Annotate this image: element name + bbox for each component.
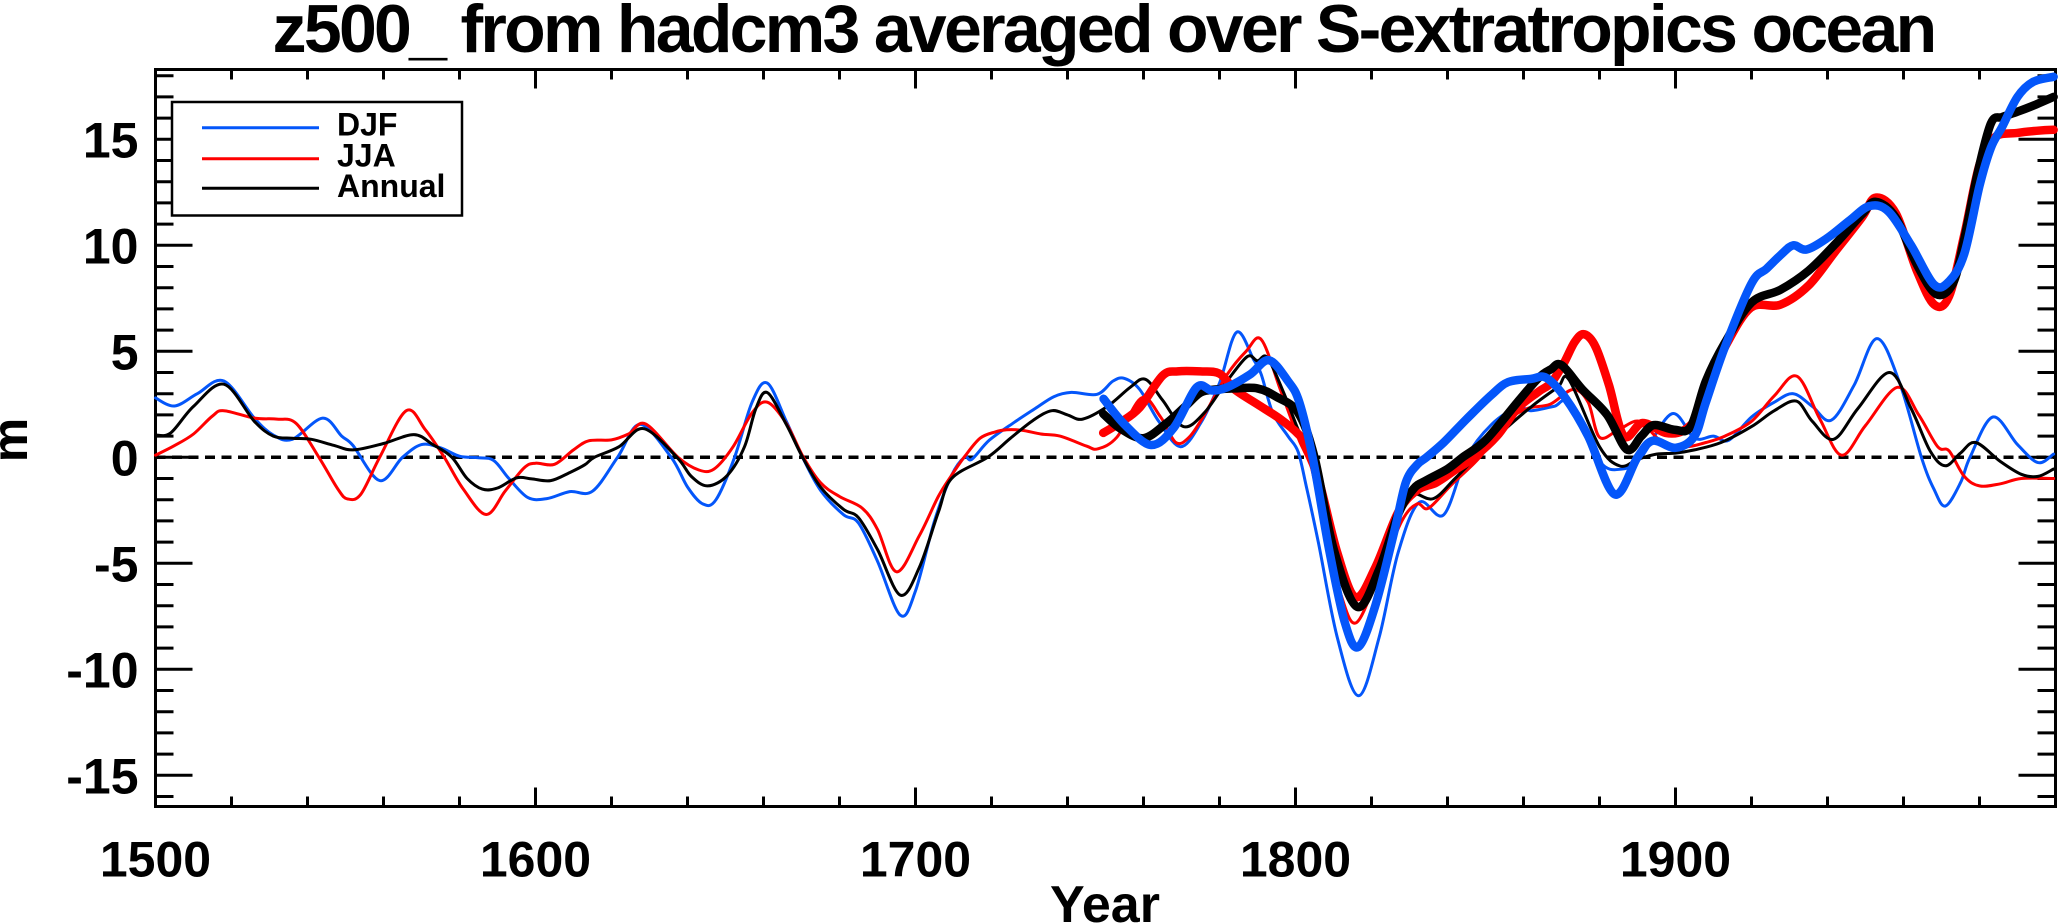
svg-text:m: m	[0, 418, 38, 462]
svg-text:Year: Year	[1050, 876, 1160, 924]
svg-text:1600: 1600	[480, 832, 591, 888]
svg-text:-15: -15	[66, 749, 138, 805]
svg-text:z500_ from hadcm3 averaged ove: z500_ from hadcm3 averaged over S-extrat…	[273, 0, 1935, 67]
svg-text:DJF: DJF	[337, 107, 397, 143]
svg-text:JJA: JJA	[337, 138, 396, 174]
svg-text:1900: 1900	[1620, 832, 1731, 888]
svg-text:5: 5	[111, 325, 139, 381]
svg-text:1700: 1700	[860, 832, 971, 888]
svg-text:1500: 1500	[100, 832, 211, 888]
svg-text:0: 0	[111, 431, 139, 487]
svg-text:1800: 1800	[1240, 832, 1351, 888]
svg-text:-5: -5	[94, 537, 138, 593]
svg-text:15: 15	[83, 113, 139, 169]
svg-text:10: 10	[83, 219, 139, 275]
svg-text:-10: -10	[66, 643, 138, 699]
svg-text:Annual: Annual	[337, 168, 445, 204]
